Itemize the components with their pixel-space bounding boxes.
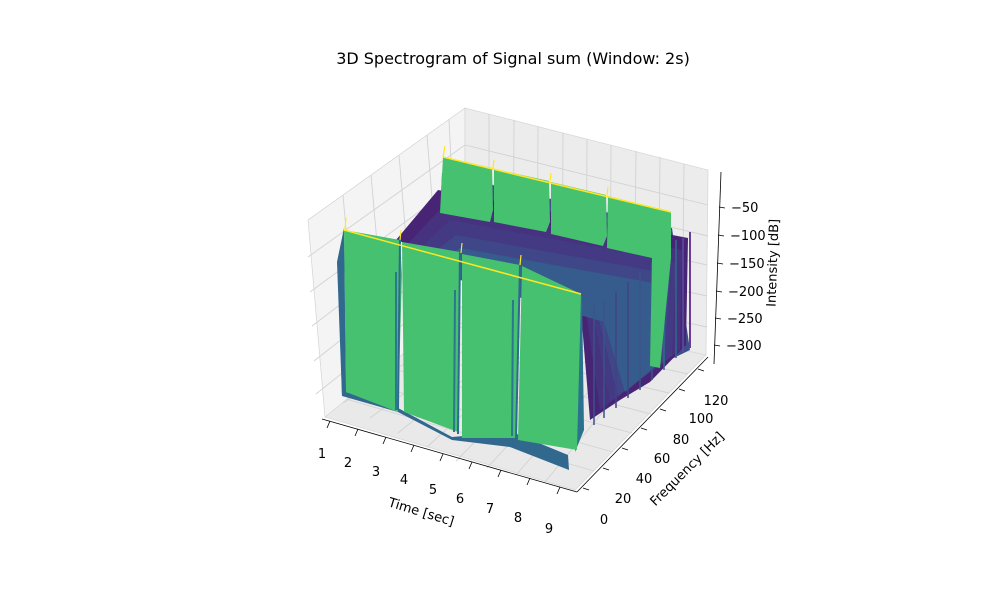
surface-edge-line (606, 186, 609, 196)
tick-mark (354, 428, 359, 437)
tick-mark (582, 487, 590, 491)
surface-facet (607, 196, 671, 368)
tick-mark (468, 461, 473, 470)
surface-facet (440, 157, 493, 222)
x-tick-label: 3 (372, 465, 380, 480)
y-tick-label: 60 (654, 452, 671, 467)
tick-mark (526, 477, 531, 486)
surface-facet (551, 182, 607, 246)
z-tick-marks (713, 206, 726, 347)
peak-ridge-line (442, 156, 672, 213)
surface-edge-line (492, 159, 495, 169)
y-tick-label: 20 (615, 492, 632, 507)
x-tick-label: 7 (486, 502, 494, 517)
y-tick-label: 40 (636, 472, 653, 487)
tick-mark (410, 444, 415, 453)
tick-mark (716, 262, 724, 265)
spectrogram-surface (337, 145, 691, 470)
y-tick-label: 0 (600, 513, 608, 528)
surface-edge-line (519, 254, 522, 266)
tick-mark (439, 453, 444, 462)
x-tick-label: 6 (456, 492, 464, 507)
surface-edge-line (453, 289, 456, 433)
x-tick-label: 8 (514, 511, 522, 526)
y-tick-label: 100 (689, 412, 714, 427)
z-tick-label: −150 (729, 257, 765, 272)
z-tick-label: −50 (731, 201, 758, 216)
tick-mark (697, 368, 705, 372)
grid-line (464, 144, 709, 206)
low-frequency-peak-wall (337, 217, 584, 470)
tick-mark (640, 427, 648, 431)
surface-edge-line (511, 299, 514, 437)
surface-edge-line (442, 145, 446, 158)
tick-mark (621, 447, 629, 451)
tick-mark (602, 467, 610, 471)
surface-edge-line (515, 264, 521, 439)
surface-edge-line (344, 217, 347, 230)
grid-line (307, 144, 466, 258)
tick-mark (659, 408, 667, 412)
surface-facet (344, 230, 402, 412)
z-tick-label: −300 (726, 339, 762, 354)
tick-mark (497, 469, 502, 478)
tick-mark (715, 290, 723, 293)
surface-facet (494, 169, 550, 232)
z-tick-label: −100 (730, 229, 766, 244)
y-tick-marks (582, 368, 705, 491)
x-axis-label: Time [sec] (385, 495, 455, 530)
z-tick-label: −250 (727, 312, 763, 327)
surface-edge-line (460, 242, 463, 254)
x-tick-label: 5 (429, 483, 437, 498)
z-axis-label: Intensity [dB] (764, 219, 782, 308)
x-tick-label: 1 (318, 447, 326, 462)
x-tick-label: 9 (545, 522, 553, 537)
x-tick-label: 2 (344, 456, 352, 471)
chart-title: 3D Spectrogram of Signal sum (Window: 2s… (336, 49, 690, 68)
x-tick-marks (326, 420, 561, 495)
near-wall-left-side (338, 230, 346, 396)
surface-edge-line (397, 239, 401, 411)
tick-mark (713, 344, 721, 347)
tick-mark (326, 420, 331, 429)
tick-mark (718, 206, 726, 209)
surface-edge-line (457, 251, 461, 435)
peak-ridge-line (343, 229, 582, 295)
surface-facet (402, 242, 460, 432)
high-frequency-peak-wall (440, 145, 672, 368)
tick-mark (717, 234, 725, 237)
z-axis: −50 −100 −150 −200 −250 −300 Intensity [… (713, 171, 783, 365)
surface-facet (518, 266, 581, 450)
y-tick-label: 120 (704, 394, 729, 409)
tick-mark (714, 317, 722, 320)
tick-mark (382, 436, 387, 445)
y-tick-label: 80 (673, 433, 690, 448)
surface-edge-line (549, 172, 552, 182)
tick-mark (678, 388, 686, 392)
tick-mark (556, 486, 561, 495)
z-tick-label: −200 (728, 285, 764, 300)
surface-edge-line (399, 229, 402, 241)
surface-facet (462, 254, 520, 438)
x-tick-label: 4 (400, 473, 408, 488)
